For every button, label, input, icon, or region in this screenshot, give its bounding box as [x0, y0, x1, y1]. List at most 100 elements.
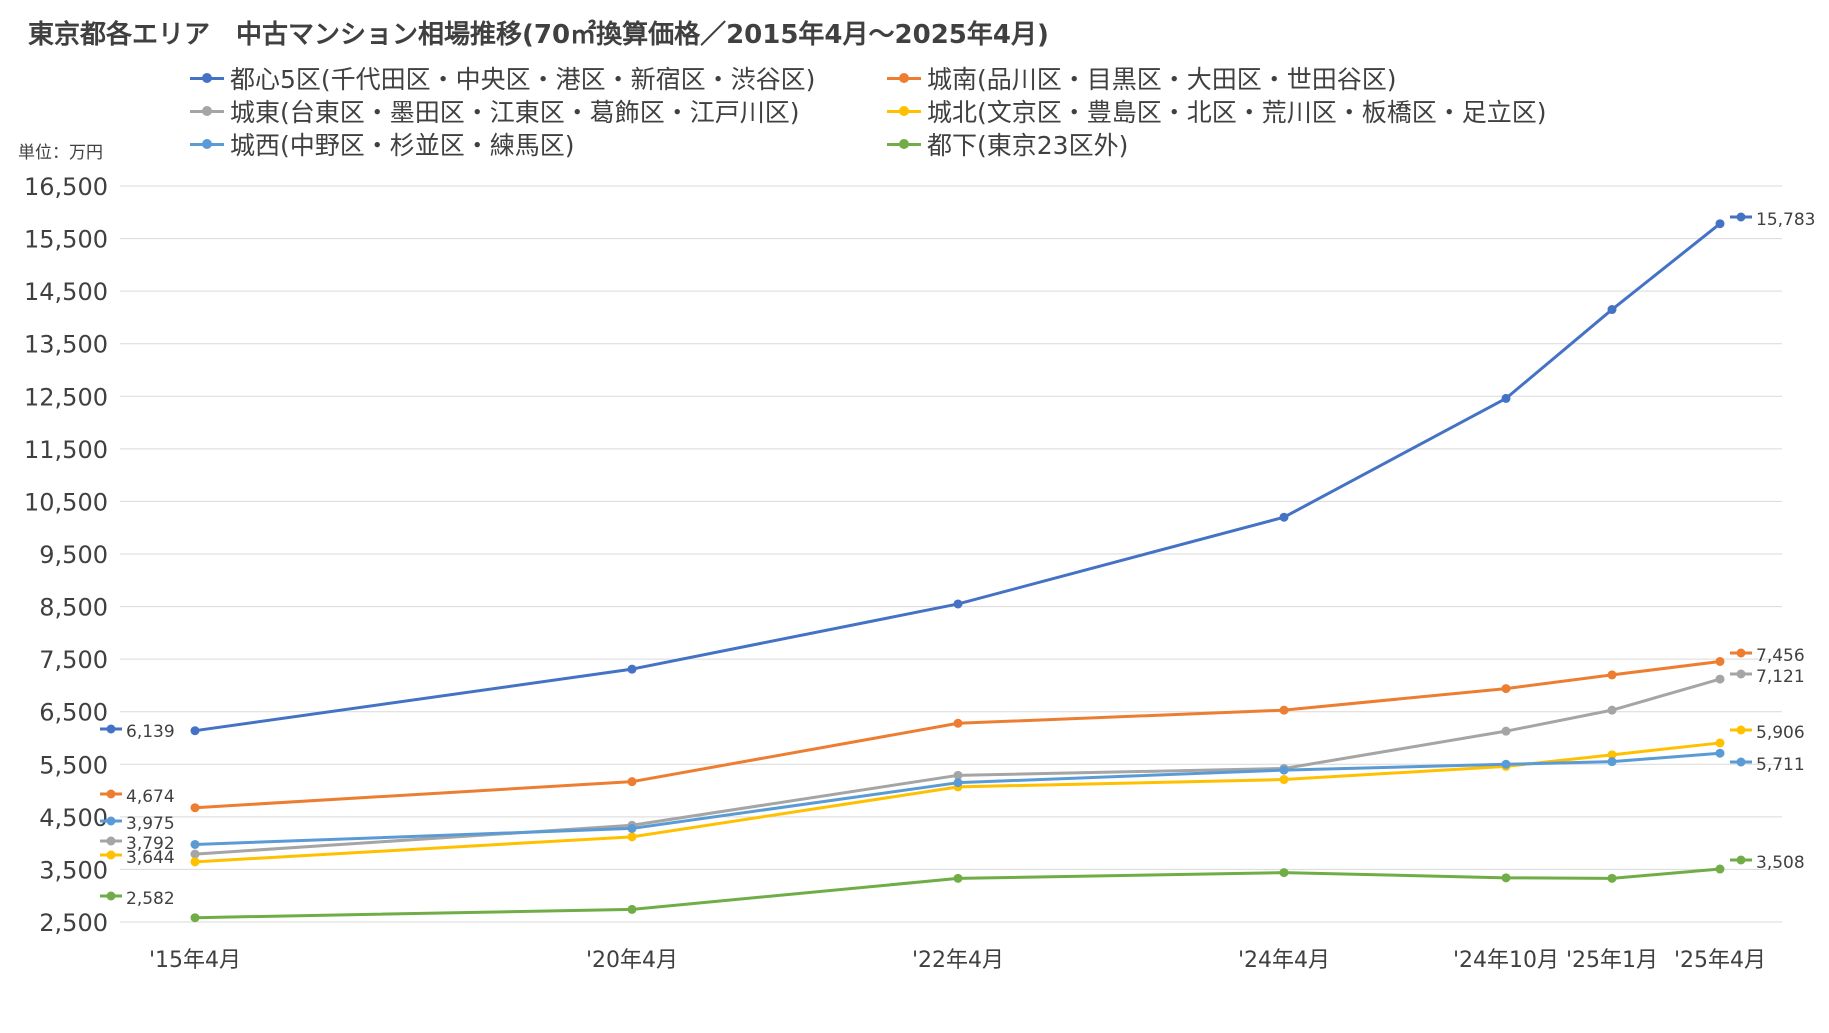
x-tick-label: '24年10月: [1453, 948, 1559, 973]
data-point: [1607, 305, 1617, 315]
data-point: [1279, 775, 1289, 785]
data-label: 3,508: [1756, 853, 1805, 873]
x-tick-label: '20年4月: [586, 948, 678, 973]
label-marker-dot: [1736, 757, 1746, 767]
y-tick-label: 5,500: [39, 751, 108, 779]
x-tick-label: '25年4月: [1674, 948, 1766, 973]
y-tick-label: 2,500: [39, 909, 108, 937]
data-label: 7,456: [1756, 646, 1805, 666]
data-label: 2,582: [126, 889, 175, 909]
data-point: [627, 832, 637, 842]
y-tick-label: 11,500: [24, 436, 108, 464]
legend-item-josei: 城西(中野区・杉並区・練馬区): [190, 126, 575, 162]
data-point: [190, 803, 200, 813]
x-tick-label: '25年1月: [1566, 948, 1658, 973]
data-point: [1501, 393, 1511, 403]
data-point: [1715, 748, 1725, 758]
data-point: [1607, 757, 1617, 767]
legend-item-tokka: 都下(東京23区外): [887, 126, 1128, 162]
y-tick-label: 12,500: [24, 383, 108, 411]
label-marker-dot: [106, 836, 116, 846]
data-label: 5,711: [1756, 755, 1805, 775]
data-label: 3,975: [126, 814, 175, 834]
chart-title: 東京都各エリア 中古マンション相場推移(70㎡換算価格／2015年4月〜2025…: [28, 20, 1049, 50]
label-marker-dot: [106, 724, 116, 734]
legend-label: 都心5区(千代田区・中央区・港区・新宿区・渋谷区): [230, 65, 816, 94]
series-line: [194, 222, 1721, 733]
data-point: [1715, 864, 1725, 874]
data-point: [953, 599, 963, 609]
x-tick-label: '15年4月: [149, 948, 241, 973]
data-point: [1501, 759, 1511, 769]
label-marker-dot: [1736, 648, 1746, 658]
data-point: [1501, 684, 1511, 694]
legend-item-johoku: 城北(文京区・豊島区・北区・荒川区・板橋区・足立区): [887, 93, 1547, 129]
data-label: 5,906: [1756, 723, 1805, 743]
data-point: [190, 913, 200, 923]
data-point: [1715, 738, 1725, 748]
y-tick-label: 13,500: [24, 331, 108, 359]
legend-item-toshin5: 都心5区(千代田区・中央区・港区・新宿区・渋谷区): [190, 60, 815, 96]
legend-label: 都下(東京23区外): [927, 131, 1129, 160]
legend-swatch: [887, 138, 921, 149]
data-label: 3,792: [126, 834, 175, 854]
data-point: [627, 904, 637, 914]
legend-swatch: [887, 72, 921, 83]
data-point: [190, 839, 200, 849]
data-point: [1279, 868, 1289, 878]
legend-swatch: [887, 105, 921, 116]
data-point: [1501, 726, 1511, 736]
data-point: [627, 823, 637, 833]
y-tick-label: 9,500: [39, 541, 108, 569]
y-axis-unit-label: 単位：万円: [18, 143, 103, 163]
y-tick-label: 15,500: [24, 226, 108, 254]
data-point: [1607, 670, 1617, 680]
label-marker-dot: [106, 891, 116, 901]
data-label: 4,674: [126, 787, 175, 807]
data-label: 7,121: [1756, 667, 1805, 687]
data-point: [1715, 674, 1725, 684]
legend-item-jonan: 城南(品川区・目黒区・大田区・世田谷区): [887, 60, 1397, 96]
data-point: [1607, 873, 1617, 883]
data-label: 3,644: [126, 848, 175, 868]
legend-label: 城西(中野区・杉並区・練馬区): [230, 131, 575, 160]
data-point: [1279, 512, 1289, 522]
label-marker-dot: [106, 789, 116, 799]
data-point: [1715, 219, 1725, 229]
data-point: [953, 778, 963, 788]
legend-label: 城東(台東区・墨田区・江東区・葛飾区・江戸川区): [230, 98, 800, 127]
data-point: [953, 770, 963, 780]
data-point: [190, 726, 200, 736]
data-point: [1279, 705, 1289, 715]
y-tick-label: 6,500: [39, 699, 108, 727]
y-tick-label: 10,500: [24, 488, 108, 516]
label-marker-dot: [1736, 212, 1746, 222]
data-point: [190, 849, 200, 859]
label-marker-dot: [1736, 725, 1746, 735]
data-point: [627, 664, 637, 674]
data-point: [627, 777, 637, 787]
y-tick-label: 4,500: [39, 804, 108, 832]
legend-swatch: [190, 72, 224, 83]
label-marker-dot: [1736, 669, 1746, 679]
legend-label: 城南(品川区・目黒区・大田区・世田谷区): [927, 65, 1397, 94]
x-tick-label: '22年4月: [912, 948, 1004, 973]
legend-label: 城北(文京区・豊島区・北区・荒川区・板橋区・足立区): [927, 98, 1547, 127]
data-point: [1279, 765, 1289, 775]
y-tick-label: 7,500: [39, 646, 108, 674]
legend-swatch: [190, 105, 224, 116]
y-tick-label: 3,500: [39, 856, 108, 884]
y-tick-label: 14,500: [24, 278, 108, 306]
data-label: 15,783: [1756, 210, 1815, 230]
label-marker-dot: [106, 850, 116, 860]
x-tick-label: '24年4月: [1238, 948, 1330, 973]
data-label: 6,139: [126, 722, 175, 742]
series-line: [194, 741, 1721, 864]
data-point: [953, 873, 963, 883]
label-marker-dot: [106, 816, 116, 826]
y-tick-label: 8,500: [39, 594, 108, 622]
legend-swatch: [190, 138, 224, 149]
label-marker-dot: [1736, 855, 1746, 865]
y-tick-label: 16,500: [24, 173, 108, 201]
